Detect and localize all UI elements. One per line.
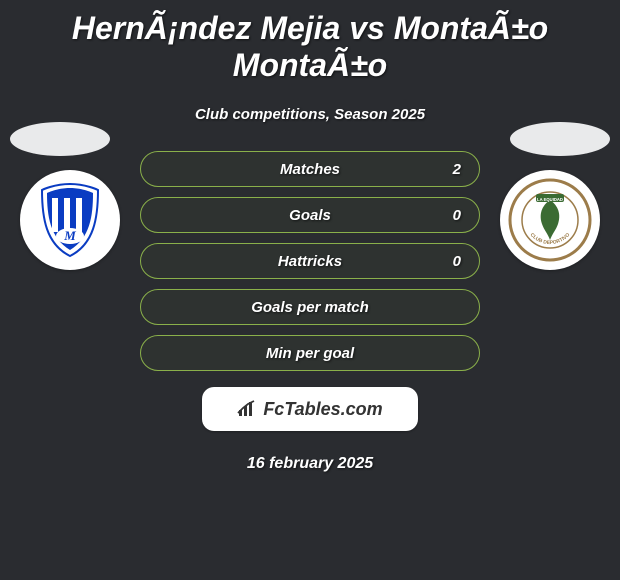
- club-badge-right: LA EQUIDAD CLUB DEPORTIVO: [500, 170, 600, 270]
- stats-container: Matches 2 Goals 0 Hattricks 0 Goals per …: [140, 151, 480, 371]
- stat-row-matches: Matches 2: [140, 151, 480, 187]
- stat-row-hattricks: Hattricks 0: [140, 243, 480, 279]
- stat-label: Goals: [289, 207, 331, 224]
- stat-row-min-per-goal: Min per goal: [140, 335, 480, 371]
- stat-label: Min per goal: [266, 345, 354, 362]
- club-crest-right-icon: LA EQUIDAD CLUB DEPORTIVO: [506, 176, 594, 264]
- club-crest-left-icon: M: [28, 178, 112, 262]
- player-photo-left-placeholder: [10, 122, 110, 156]
- comparison-date: 16 february 2025: [0, 455, 620, 473]
- stat-value: 2: [453, 161, 461, 178]
- svg-text:M: M: [63, 228, 76, 243]
- svg-text:LA EQUIDAD: LA EQUIDAD: [537, 197, 563, 202]
- site-name: FcTables.com: [263, 399, 382, 420]
- player-photo-right-placeholder: [510, 122, 610, 156]
- bar-chart-icon: [237, 400, 259, 418]
- stat-row-goals: Goals 0: [140, 197, 480, 233]
- page-subtitle: Club competitions, Season 2025: [0, 106, 620, 123]
- stat-value: 0: [453, 253, 461, 270]
- site-tag: FcTables.com: [202, 387, 418, 431]
- stat-label: Hattricks: [278, 253, 342, 270]
- stat-row-goals-per-match: Goals per match: [140, 289, 480, 325]
- stat-label: Goals per match: [251, 299, 369, 316]
- page-title: HernÃ¡ndez Mejia vs MontaÃ±o MontaÃ±o: [0, 0, 620, 84]
- club-badge-left: M: [20, 170, 120, 270]
- stat-label: Matches: [280, 161, 340, 178]
- stat-value: 0: [453, 207, 461, 224]
